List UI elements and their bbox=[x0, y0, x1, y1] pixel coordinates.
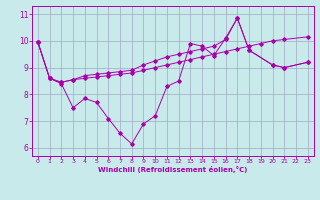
X-axis label: Windchill (Refroidissement éolien,°C): Windchill (Refroidissement éolien,°C) bbox=[98, 166, 247, 173]
